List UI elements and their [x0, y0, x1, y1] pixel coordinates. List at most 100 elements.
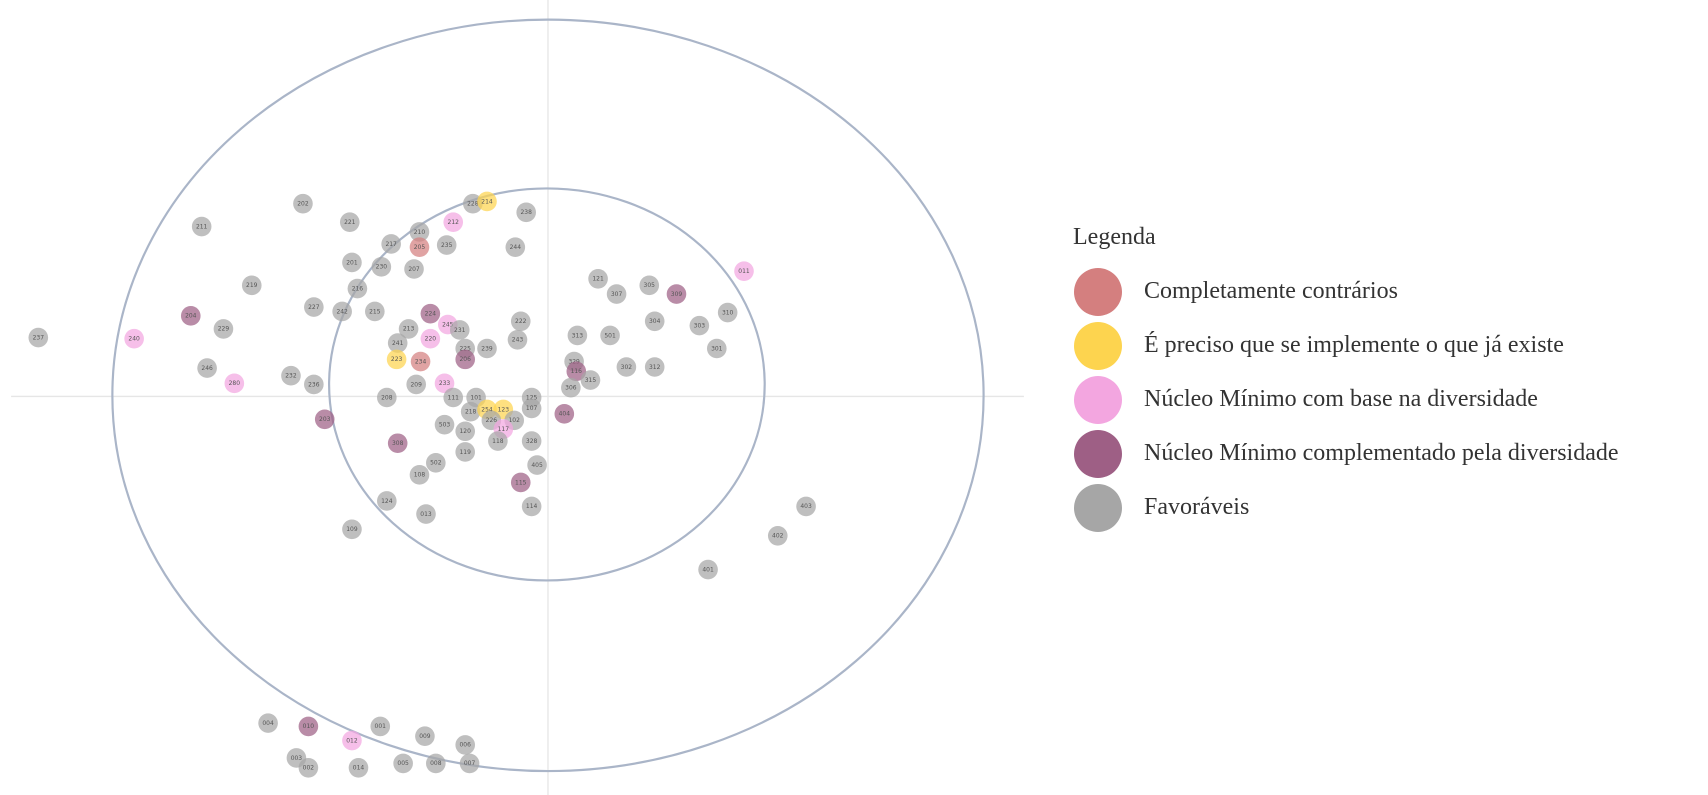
node-label: 309 [671, 291, 683, 298]
node-label: 232 [285, 373, 297, 380]
node [281, 365, 301, 386]
node-label: 218 [465, 408, 477, 415]
node-label: 003 [291, 755, 303, 762]
node [387, 333, 408, 353]
node [434, 414, 455, 435]
node [507, 329, 528, 350]
legend-label: Núcleo Mínimo complementado pela diversi… [1144, 440, 1619, 466]
legend-item: Favoráveis [1073, 480, 1708, 534]
node-label: 307 [611, 291, 623, 298]
node-label: 233 [439, 380, 451, 387]
node-label: 210 [414, 229, 426, 236]
legend-swatch [1074, 484, 1122, 533]
node [298, 757, 319, 778]
node-label: 118 [492, 438, 504, 445]
node-label: 244 [510, 244, 522, 251]
node [426, 753, 446, 774]
node-label: 107 [526, 405, 538, 412]
node-label: 215 [369, 308, 381, 315]
node-label: 226 [486, 417, 498, 424]
node-label: 280 [229, 380, 241, 387]
node [386, 349, 407, 370]
node-label: 124 [381, 498, 393, 505]
node [436, 235, 457, 255]
node-label: 305 [644, 282, 656, 289]
node-label: 235 [441, 242, 453, 249]
node [213, 319, 234, 339]
node [443, 387, 464, 408]
node [241, 275, 262, 296]
node-label: 239 [481, 345, 493, 352]
node [410, 351, 431, 372]
node [767, 526, 788, 546]
node-label: 225 [460, 345, 472, 352]
node-label: 237 [33, 334, 45, 341]
node-label: 013 [420, 511, 432, 518]
node-label: 241 [392, 340, 404, 347]
node [426, 453, 446, 473]
node-label: 304 [649, 318, 661, 325]
node-label: 217 [385, 241, 397, 248]
node-label: 234 [415, 358, 427, 365]
node [398, 319, 419, 339]
node [191, 216, 212, 237]
node-label: 220 [425, 336, 437, 343]
node-label: 214 [481, 198, 493, 205]
node-label: 221 [344, 219, 356, 226]
node-label: 212 [448, 219, 460, 226]
node [381, 234, 401, 254]
node-label: 230 [376, 264, 388, 271]
node [393, 753, 413, 774]
node-label: 011 [738, 268, 750, 275]
node-label: 231 [454, 327, 466, 334]
node [644, 357, 665, 377]
node [377, 387, 397, 408]
node [124, 328, 144, 349]
nodes: 237 240 204 229 246 280 211 202 219 221 227 242 232 2… [28, 191, 816, 778]
node [561, 377, 581, 398]
legend-item: Completamente contrários [1073, 264, 1708, 318]
node-label: 222 [515, 318, 527, 325]
node-label: 242 [336, 308, 348, 315]
node [666, 284, 687, 304]
node-label: 223 [391, 356, 403, 363]
legend-title: Legenda [1073, 224, 1156, 250]
node-label: 310 [722, 309, 734, 316]
node-label: 008 [430, 760, 442, 767]
node-label: 246 [201, 365, 213, 372]
node [516, 202, 536, 223]
node-label: 303 [694, 322, 706, 329]
node [606, 284, 627, 304]
node-label: 123 [498, 406, 510, 413]
node [510, 311, 531, 332]
node-label: 227 [308, 304, 320, 311]
legend-label: Favoráveis [1144, 494, 1250, 520]
node-label: 502 [430, 460, 442, 467]
node [460, 401, 481, 422]
node [477, 338, 497, 359]
node-label: 240 [128, 336, 140, 343]
node [639, 275, 660, 296]
node [224, 373, 245, 394]
node [706, 338, 727, 359]
node-label: 102 [509, 417, 521, 424]
node [616, 357, 637, 377]
node [314, 409, 335, 430]
legend-swatch [1074, 430, 1122, 479]
node-label: 501 [604, 332, 616, 339]
node-label: 201 [346, 259, 358, 266]
node-label: 002 [303, 765, 315, 772]
node [434, 373, 455, 394]
node-label: 503 [439, 422, 451, 429]
node [387, 433, 408, 454]
legend-label: Completamente contrários [1144, 278, 1398, 304]
node [293, 193, 313, 214]
node-label: 202 [297, 200, 309, 207]
node [443, 212, 464, 232]
node-label: 301 [711, 345, 723, 352]
legend-label: É preciso que se implemente o que já exi… [1144, 332, 1564, 358]
node-label: 243 [512, 337, 524, 344]
node [449, 320, 470, 340]
